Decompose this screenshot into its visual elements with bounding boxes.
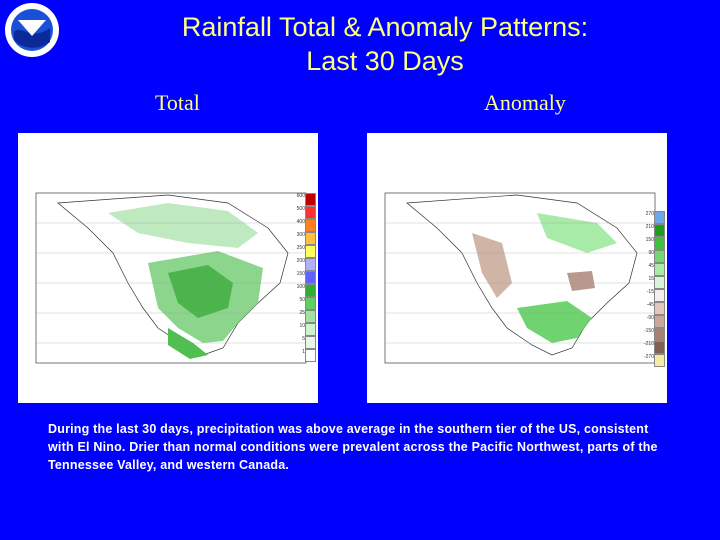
legend-swatch: 150 xyxy=(297,271,316,284)
legend-swatch: -15 xyxy=(647,289,665,302)
legend-label: 100 xyxy=(296,284,305,290)
noaa-logo-icon: NOAA xyxy=(4,2,60,58)
legend-label: 10 xyxy=(299,323,305,329)
legend-label: -150 xyxy=(643,328,654,334)
legend-label: 5 xyxy=(302,336,305,342)
legend-swatch: 45 xyxy=(648,263,665,276)
anomaly-legend: 270 210 150 90 45 15 -15 -45 -90 -150 -210 -270 xyxy=(644,211,666,367)
total-panel-label: Total xyxy=(155,90,200,115)
legend-label: -15 xyxy=(646,289,654,295)
rainfall-region-mexico xyxy=(168,328,208,359)
legend-swatch: 300 xyxy=(297,232,316,245)
caption-text: During the last 30 days, precipitation w… xyxy=(48,422,658,472)
legend-swatch: 10 xyxy=(299,323,316,336)
legend-swatch: -210 xyxy=(644,341,665,354)
legend-swatch: 25 xyxy=(299,310,316,323)
legend-label: 500 xyxy=(296,206,305,212)
legend-label: 150 xyxy=(296,271,305,277)
legend-swatch: 1 xyxy=(302,349,316,362)
legend-swatch: -45 xyxy=(647,302,665,315)
total-rainfall-map: 600 500 400 300 250 200 150 100 50 25 10 5 1 xyxy=(18,133,318,403)
rainfall-region-north xyxy=(108,203,258,248)
title-line-1: Rainfall Total & Anomaly Patterns: xyxy=(181,12,589,42)
legend-swatch: 270 xyxy=(646,211,665,224)
legend-swatch: -150 xyxy=(644,328,665,341)
legend-label: -210 xyxy=(643,341,654,347)
legend-label: 250 xyxy=(296,245,305,251)
legend-swatch: 600 xyxy=(297,193,316,206)
legend-label: -90 xyxy=(646,315,654,321)
legend-label: 150 xyxy=(645,237,654,243)
legend-swatch: 5 xyxy=(302,336,316,349)
legend-swatch: 150 xyxy=(646,237,665,250)
legend-label: 210 xyxy=(645,224,654,230)
legend-label: 25 xyxy=(299,310,305,316)
anomaly-panel-label: Anomaly xyxy=(484,90,566,115)
legend-label: -270 xyxy=(643,354,654,360)
legend-label: -45 xyxy=(646,302,654,308)
legend-label: 15 xyxy=(648,276,654,282)
rainfall-region-central xyxy=(168,265,233,318)
legend-label: 90 xyxy=(648,250,654,256)
legend-swatch: 50 xyxy=(299,297,316,310)
anomaly-wet-region xyxy=(517,301,592,343)
legend-label: 50 xyxy=(299,297,305,303)
title-line-2: Last 30 Days xyxy=(306,46,464,76)
legend-swatch: 15 xyxy=(648,276,665,289)
legend-swatch: 400 xyxy=(297,219,316,232)
legend-swatch: 500 xyxy=(297,206,316,219)
legend-label: 200 xyxy=(296,258,305,264)
logo-text: NOAA xyxy=(23,11,40,17)
anomaly-rainfall-map: 270 210 150 90 45 15 -15 -45 -90 -150 -210 -270 xyxy=(367,133,667,403)
legend-label: 600 xyxy=(296,193,305,199)
legend-swatch: -90 xyxy=(647,315,665,328)
legend-swatch: 250 xyxy=(297,245,316,258)
legend-swatch: 200 xyxy=(297,258,316,271)
anomaly-dry-region-west xyxy=(472,233,512,298)
legend-label: 300 xyxy=(296,232,305,238)
legend-swatch: 100 xyxy=(297,284,316,297)
legend-label: 1 xyxy=(302,349,305,355)
legend-swatch: 90 xyxy=(648,250,665,263)
page-title: Rainfall Total & Anomaly Patterns: Last … xyxy=(90,10,680,78)
legend-label: 270 xyxy=(645,211,654,217)
legend-label: 45 xyxy=(648,263,654,269)
legend-label: 400 xyxy=(296,219,305,225)
legend-swatch: -270 xyxy=(644,354,665,367)
legend-swatch: 210 xyxy=(646,224,665,237)
anomaly-dry-region-tennessee xyxy=(567,271,595,291)
total-legend: 600 500 400 300 250 200 150 100 50 25 10 5 1 xyxy=(297,193,317,362)
